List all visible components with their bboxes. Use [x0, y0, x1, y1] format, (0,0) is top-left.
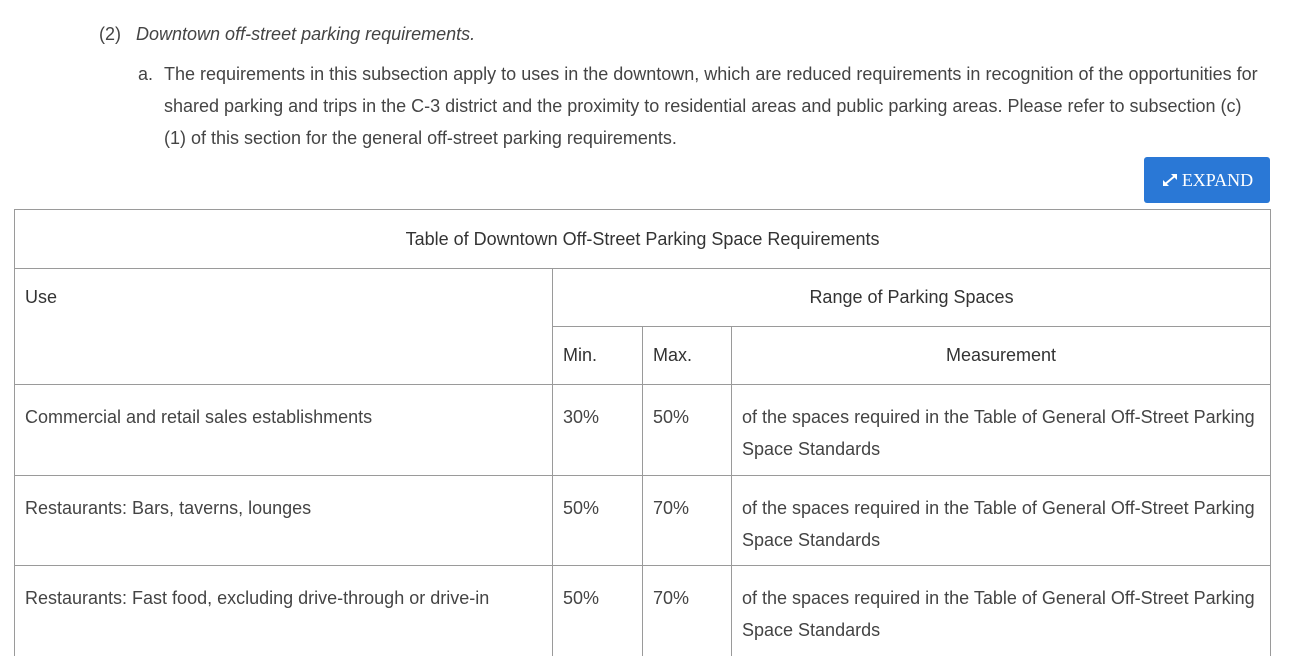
row-min: 50%: [552, 565, 643, 656]
table-row: Restaurants: Fast food, excluding drive-…: [14, 565, 1272, 656]
paragraph-a: a. The requirements in this subsection a…: [138, 58, 1263, 154]
subsection-title: Downtown off-street parking requirements…: [136, 24, 476, 44]
subsection-heading: (2) Downtown off-street parking requirem…: [99, 22, 475, 46]
row-max: 70%: [642, 475, 732, 566]
row-measurement: of the spaces required in the Table of G…: [730, 475, 1272, 566]
header-min: Min.: [552, 326, 643, 385]
header-use: Use: [14, 268, 553, 385]
table-caption-row: Table of Downtown Off-Street Parking Spa…: [13, 209, 1272, 269]
paragraph-marker: a.: [138, 64, 154, 84]
paragraph-text: The requirements in this subsection appl…: [164, 64, 1258, 148]
row-use: Restaurants: Fast food, excluding drive-…: [14, 565, 553, 656]
row-measurement: of the spaces required in the Table of G…: [730, 565, 1272, 656]
table-row: Restaurants: Bars, taverns, lounges 50% …: [14, 475, 1272, 566]
subsection-number: (2): [99, 24, 121, 44]
table-caption: Table of Downtown Off-Street Parking Spa…: [13, 209, 1272, 269]
row-use: Commercial and retail sales establishmen…: [14, 384, 553, 476]
row-max: 50%: [642, 384, 732, 476]
expand-arrows-icon: [1161, 172, 1179, 188]
table-row: Commercial and retail sales establishmen…: [14, 384, 1272, 476]
header-measurement: Measurement: [730, 326, 1272, 385]
parking-requirements-table: Table of Downtown Off-Street Parking Spa…: [13, 209, 1272, 656]
expand-button-label: EXPAND: [1181, 169, 1254, 190]
header-max: Max.: [642, 326, 732, 385]
header-range: Range of Parking Spaces: [551, 268, 1272, 327]
expand-button[interactable]: EXPAND: [1144, 157, 1270, 203]
row-measurement: of the spaces required in the Table of G…: [730, 384, 1272, 476]
row-max: 70%: [642, 565, 732, 656]
row-use: Restaurants: Bars, taverns, lounges: [14, 475, 553, 566]
row-min: 30%: [552, 384, 643, 476]
row-min: 50%: [552, 475, 643, 566]
table-header-row: Use Range of Parking Spaces: [14, 268, 1272, 385]
table-subheader-row: Min. Max. Measurement: [15, 326, 1272, 385]
